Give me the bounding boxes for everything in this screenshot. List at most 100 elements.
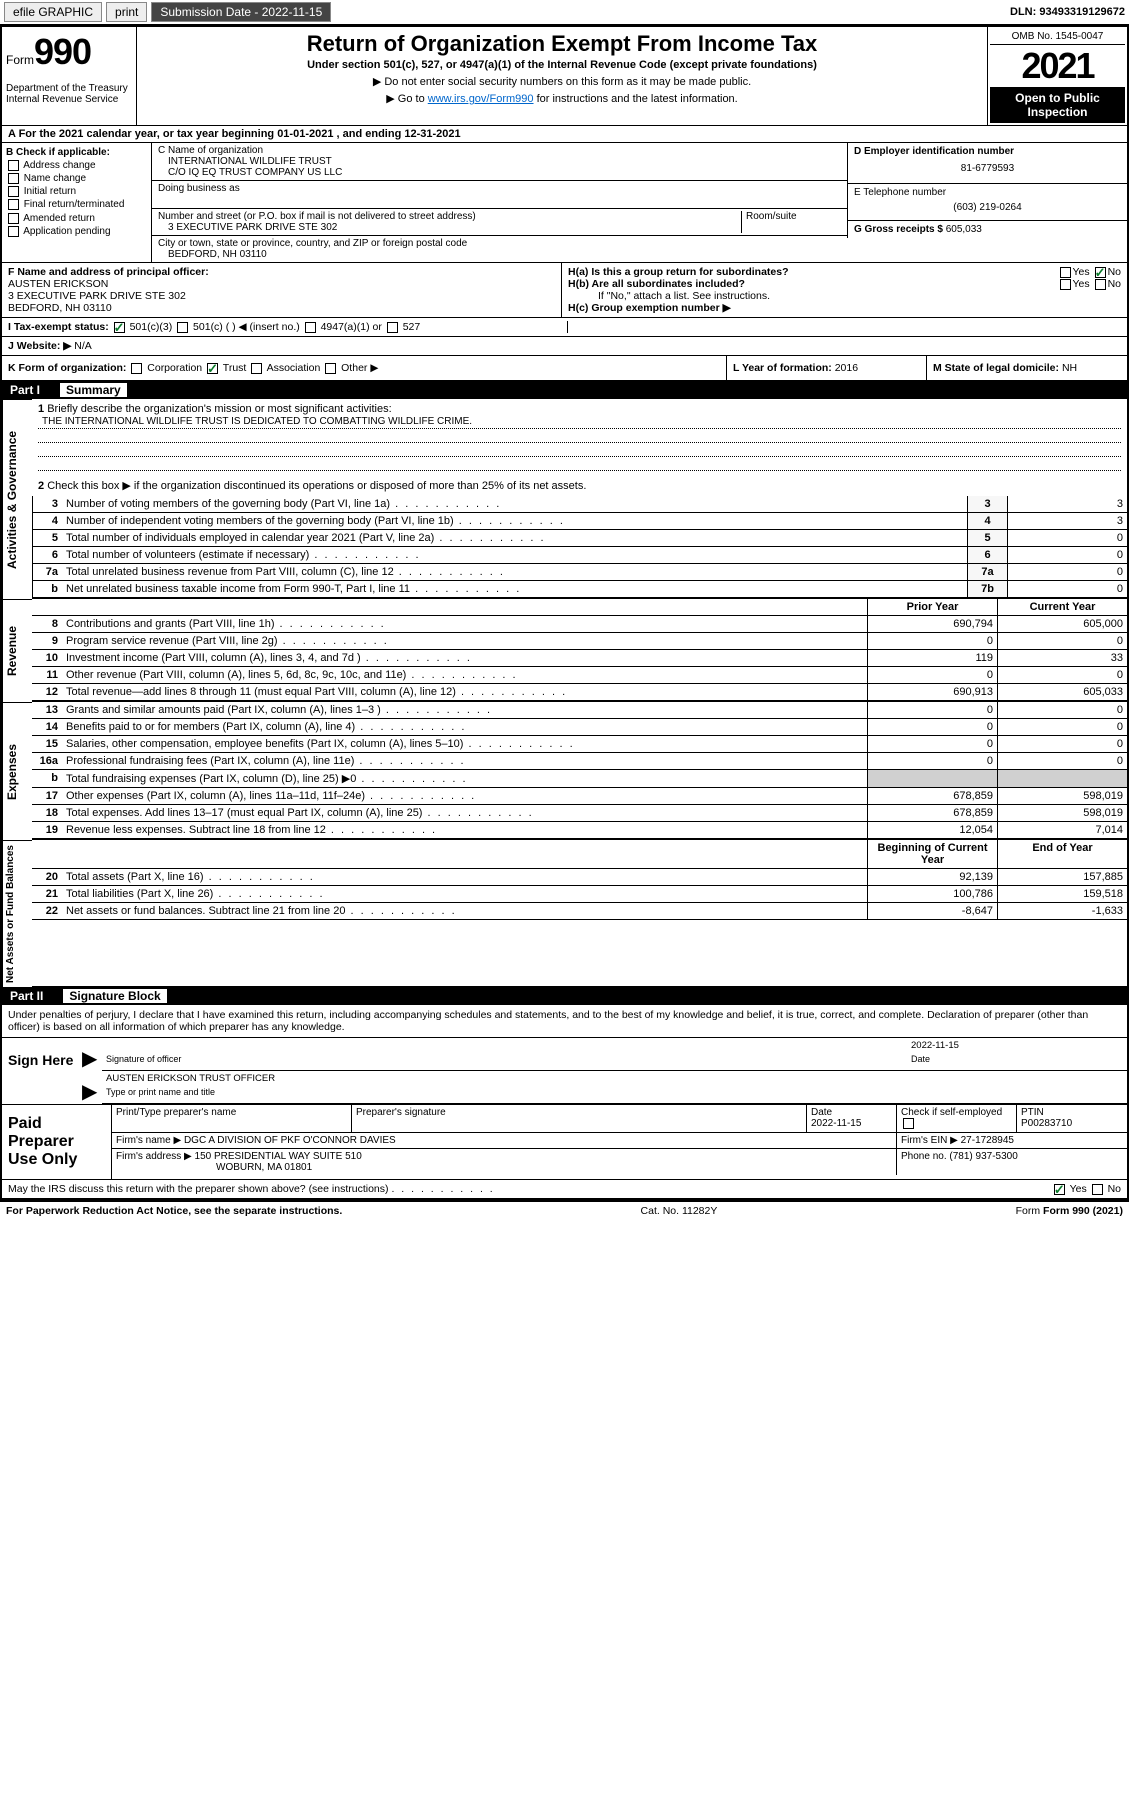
no-label: No [1108,1183,1121,1195]
line-a-taxyear: A For the 2021 calendar year, or tax yea… [2,126,1127,143]
chk-initial[interactable] [8,186,19,197]
l-value: 2016 [835,362,858,374]
table-row: 18Total expenses. Add lines 13–17 (must … [32,805,1127,822]
irs-link[interactable]: www.irs.gov/Form990 [428,93,534,105]
table-row: bNet unrelated business taxable income f… [32,581,1127,598]
sig-officer-label: Signature of officer [106,1054,903,1064]
eoy-label: End of Year [997,840,1127,869]
table-row: 9Program service revenue (Part VIII, lin… [32,633,1127,650]
phone-label: Phone no. [901,1151,947,1162]
table-row: 19Revenue less expenses. Subtract line 1… [32,822,1127,839]
hb-yes[interactable] [1060,279,1071,290]
table-row: 8Contributions and grants (Part VIII, li… [32,616,1127,633]
table-row: 17Other expenses (Part IX, column (A), l… [32,788,1127,805]
note-ssn: ▶ Do not enter social security numbers o… [145,75,979,88]
officer-name: AUSTEN ERICKSON [8,278,108,290]
gross-label: G Gross receipts $ [854,224,943,235]
chk-self-employed[interactable] [903,1118,914,1129]
chk-corp[interactable] [131,363,142,374]
prep-h5: PTIN [1021,1107,1044,1118]
opt-501c: 501(c) ( ) ◀ (insert no.) [193,321,300,333]
prep-h1: Print/Type preparer's name [116,1107,347,1118]
table-row: 14Benefits paid to or for members (Part … [32,719,1127,736]
chk-address-change[interactable] [8,160,19,171]
chk-final[interactable] [8,199,19,210]
ha-no[interactable] [1095,267,1106,278]
sec-expenses: Expenses 13Grants and similar amounts pa… [2,702,1127,840]
phone-value: (781) 937-5300 [949,1151,1017,1162]
part2-tag: Part II [10,989,43,1003]
title-box: Return of Organization Exempt From Incom… [137,27,987,125]
chk-trust[interactable] [207,363,218,374]
yes-label: Yes [1070,1183,1087,1195]
org-name: INTERNATIONAL WILDLIFE TRUST [158,156,841,167]
prep-h3: Date [811,1107,832,1118]
room-label: Room/suite [741,211,841,233]
table-row: 4Number of independent voting members of… [32,513,1127,530]
penalties-text: Under penalties of perjury, I declare th… [2,1005,1127,1037]
chk-501c[interactable] [177,322,188,333]
city-label: City or town, state or province, country… [158,238,841,249]
row-klm: K Form of organization: Corporation Trus… [2,356,1127,381]
hb-no[interactable] [1095,279,1106,290]
table-row: 11Other revenue (Part VIII, column (A), … [32,667,1127,684]
addr-label: Number and street (or P.O. box if mail i… [158,211,741,222]
fin-header-net: Beginning of Current Year End of Year [32,840,1127,869]
opt-final: Final return/terminated [24,200,125,211]
omb-number: OMB No. 1545-0047 [990,29,1125,45]
q1-text: Briefly describe the organization's miss… [47,403,391,415]
pra-notice: For Paperwork Reduction Act Notice, see … [6,1205,342,1217]
city-value: BEDFORD, NH 03110 [158,249,841,260]
form-number: 990 [34,31,91,72]
form-footer: Form Form 990 (2021) [1016,1205,1123,1217]
gross-value: 605,033 [946,224,982,235]
opt-amended: Amended return [23,213,95,224]
col-h-group: H(a) Is this a group return for subordin… [562,263,1127,317]
part2-name: Signature Block [63,989,166,1003]
table-row: 15Salaries, other compensation, employee… [32,736,1127,753]
opt-other: Other ▶ [341,362,378,374]
form-header: Form990 Department of the Treasury Inter… [2,27,1127,126]
ptin-value: P00283710 [1021,1118,1072,1129]
org-name-co: C/O IQ EQ TRUST COMPANY US LLC [158,167,841,178]
form-word: Form [6,53,34,67]
org-name-label: C Name of organization [158,145,841,156]
chk-amended[interactable] [8,213,19,224]
chk-527[interactable] [387,322,398,333]
prep-h2: Preparer's signature [352,1105,807,1132]
chk-name-change[interactable] [8,173,19,184]
print-btn[interactable]: print [106,2,147,22]
opt-501c3: 501(c)(3) [130,321,173,333]
opt-assoc: Association [267,362,321,374]
discuss-no[interactable] [1092,1184,1103,1195]
footer: For Paperwork Reduction Act Notice, see … [0,1202,1129,1220]
opt-4947: 4947(a)(1) or [321,321,382,333]
row-j-website: J Website: ▶ N/A [2,337,1127,356]
ein-label: D Employer identification number [854,146,1121,157]
note2-post: for instructions and the latest informat… [534,93,738,105]
dln: DLN: 93493319129672 [1010,6,1125,18]
py-label: Prior Year [867,599,997,616]
tel-label: E Telephone number [854,187,1121,198]
chk-app-pending[interactable] [8,226,19,237]
efile-btn[interactable]: efile GRAPHIC [4,2,102,22]
mission-text: THE INTERNATIONAL WILDLIFE TRUST IS DEDI… [38,415,1121,429]
sec-governance: Activities & Governance 1 Briefly descri… [2,399,1127,599]
table-row: 5Total number of individuals employed in… [32,530,1127,547]
chk-other[interactable] [325,363,336,374]
chk-4947[interactable] [305,322,316,333]
table-row: 16aProfessional fundraising fees (Part I… [32,753,1127,770]
chk-501c3[interactable] [114,322,125,333]
chk-assoc[interactable] [251,363,262,374]
submission-date: Submission Date - 2022-11-15 [151,2,331,22]
discuss-row: May the IRS discuss this return with the… [2,1180,1127,1200]
hb-note: If "No," attach a list. See instructions… [568,290,1121,302]
firm-addr: 150 PRESIDENTIAL WAY SUITE 510 [195,1151,362,1162]
hc-label: H(c) Group exemption number ▶ [568,302,1121,314]
j-label: J Website: ▶ [8,340,71,352]
discuss-yes[interactable] [1054,1184,1065,1195]
firm-addr-label: Firm's address ▶ [116,1151,192,1162]
ha-yes[interactable] [1060,267,1071,278]
signature-block: Sign Here ▶ Signature of officer 2022-11… [2,1037,1127,1105]
type-name-label: Type or print name and title [106,1087,1123,1097]
